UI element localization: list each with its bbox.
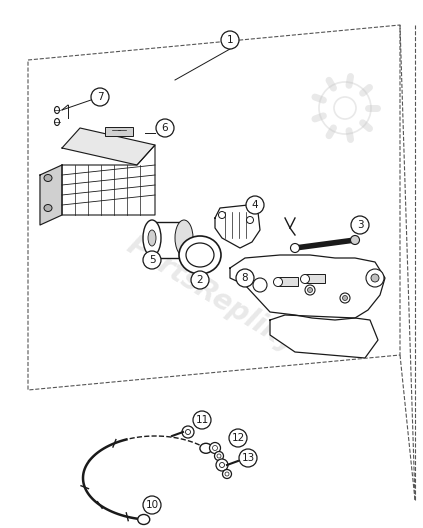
Circle shape [236, 269, 254, 287]
Text: 10: 10 [146, 500, 159, 510]
Bar [152, 222, 184, 258]
Polygon shape [40, 165, 62, 225]
Ellipse shape [212, 446, 217, 450]
Ellipse shape [371, 274, 379, 282]
Circle shape [143, 496, 161, 514]
Ellipse shape [351, 235, 360, 244]
Text: PartsRepliky: PartsRepliky [122, 231, 302, 359]
Ellipse shape [291, 243, 299, 252]
Text: 8: 8 [242, 273, 248, 283]
Ellipse shape [340, 293, 350, 303]
Ellipse shape [148, 230, 156, 246]
Polygon shape [62, 128, 155, 165]
Ellipse shape [209, 442, 220, 454]
Ellipse shape [225, 472, 229, 476]
Text: 5: 5 [149, 255, 155, 265]
Text: 13: 13 [242, 453, 255, 463]
Ellipse shape [44, 204, 52, 212]
Ellipse shape [343, 296, 348, 300]
Ellipse shape [175, 220, 193, 256]
Ellipse shape [219, 212, 225, 219]
Ellipse shape [217, 454, 221, 458]
Circle shape [191, 271, 209, 289]
Circle shape [229, 429, 247, 447]
Polygon shape [270, 315, 378, 358]
Polygon shape [62, 145, 155, 215]
Ellipse shape [305, 285, 315, 295]
Ellipse shape [253, 278, 267, 292]
Ellipse shape [366, 269, 384, 287]
Ellipse shape [182, 426, 194, 438]
Ellipse shape [214, 451, 223, 460]
Text: 3: 3 [357, 220, 363, 230]
Circle shape [351, 216, 369, 234]
Text: 4: 4 [252, 200, 258, 210]
Ellipse shape [308, 288, 313, 293]
Circle shape [221, 31, 239, 49]
Ellipse shape [44, 174, 52, 182]
FancyBboxPatch shape [105, 127, 133, 136]
Ellipse shape [222, 469, 231, 478]
Text: 2: 2 [197, 275, 203, 285]
Circle shape [91, 88, 109, 106]
Circle shape [143, 251, 161, 269]
Text: 6: 6 [162, 123, 168, 133]
Circle shape [156, 119, 174, 137]
Text: 11: 11 [195, 415, 209, 425]
Bar [305, 274, 325, 283]
Bar [278, 277, 298, 286]
Ellipse shape [274, 278, 283, 287]
Polygon shape [230, 255, 385, 320]
Ellipse shape [186, 429, 190, 435]
Ellipse shape [216, 459, 228, 471]
Text: 7: 7 [97, 92, 103, 102]
Polygon shape [215, 205, 260, 248]
Text: 1: 1 [227, 35, 233, 45]
Ellipse shape [247, 216, 253, 223]
Ellipse shape [138, 514, 150, 524]
Circle shape [246, 196, 264, 214]
Circle shape [193, 411, 211, 429]
Ellipse shape [55, 118, 60, 126]
Ellipse shape [300, 275, 310, 284]
Ellipse shape [186, 243, 214, 267]
Ellipse shape [200, 444, 212, 454]
Ellipse shape [220, 463, 225, 467]
Text: 12: 12 [231, 433, 244, 443]
Ellipse shape [143, 220, 161, 256]
Ellipse shape [55, 107, 60, 114]
Ellipse shape [179, 236, 221, 274]
Circle shape [239, 449, 257, 467]
